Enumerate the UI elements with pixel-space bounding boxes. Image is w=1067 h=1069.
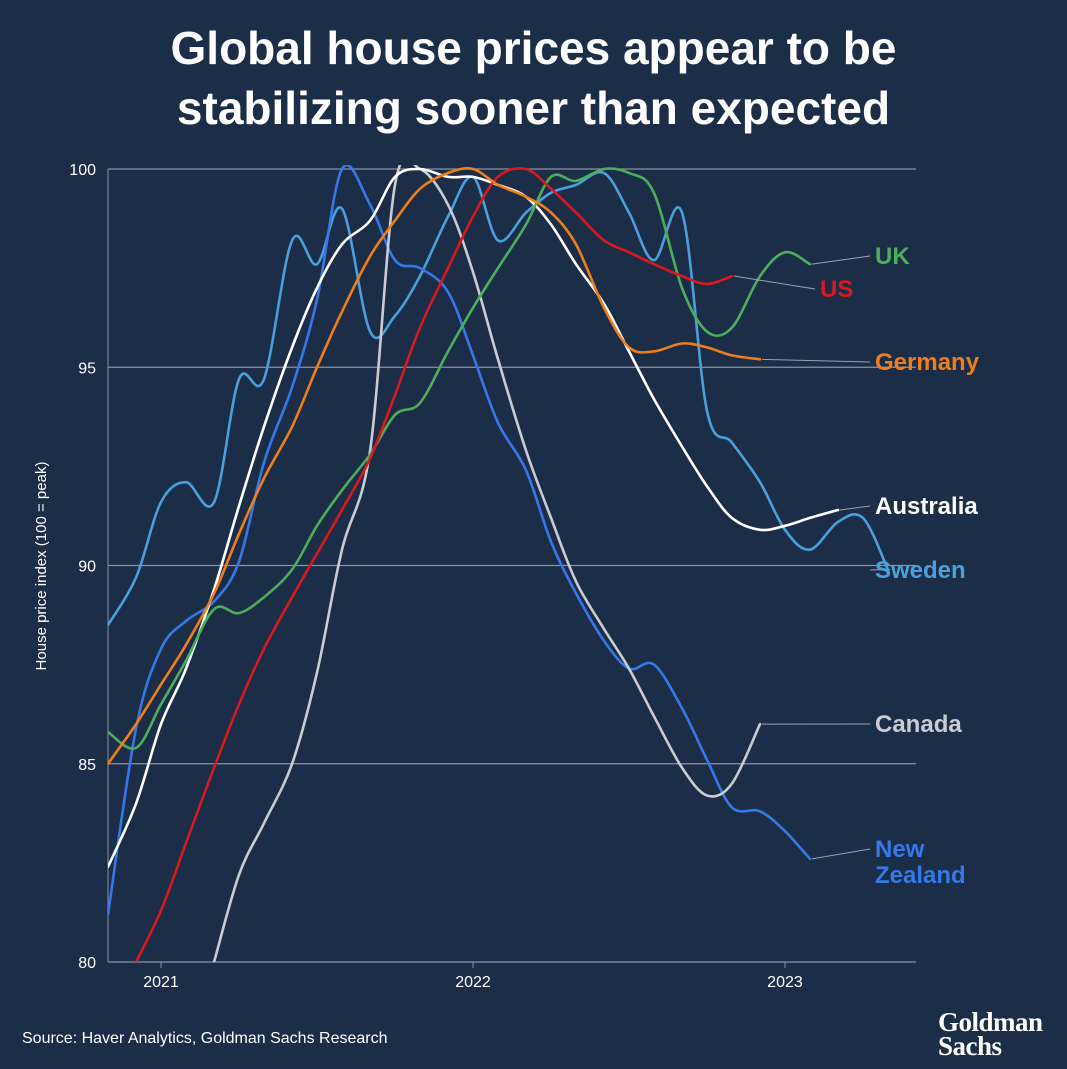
label-leader-line (733, 275, 816, 290)
y-axis-label: House price index (100 = peak) (33, 462, 50, 671)
series-line-new-zealand (108, 165, 812, 916)
series-label-uk: UK (875, 243, 910, 270)
y-tick-label: 90 (78, 559, 96, 576)
series-line-sweden (108, 170, 890, 627)
label-leader-line (811, 848, 871, 860)
label-leader-line (811, 255, 871, 265)
series-line-australia (108, 167, 840, 869)
axes: House price index (100 = peak) (33, 169, 109, 962)
series-label-sweden: Sweden (875, 557, 966, 584)
series-line-canada (212, 165, 762, 962)
y-tick-label: 95 (78, 360, 96, 377)
series-label-us: US (820, 276, 853, 303)
series-lines (108, 165, 890, 962)
series-label-canada: Canada (875, 711, 962, 738)
x-tick-label: 2022 (455, 974, 491, 991)
series-line-uk (108, 167, 812, 750)
logo-line1: Goldman (938, 1007, 1043, 1037)
x-tick-label: 2021 (143, 974, 179, 991)
label-leader-line (839, 505, 871, 511)
y-tick-label: 100 (69, 162, 96, 179)
x-tick-labels: 2021 2022 2023 (143, 962, 803, 991)
chart-title: Global house prices appear to be stabili… (0, 18, 1067, 138)
chart-title-line2: stabilizing sooner than expected (176, 82, 891, 134)
gridlines (108, 168, 916, 963)
series-label-australia: Australia (875, 493, 978, 520)
y-tick-label: 85 (78, 757, 96, 774)
label-leader-line (869, 568, 890, 571)
series-line-germany (108, 167, 762, 766)
label-leader-line (762, 358, 871, 363)
y-tick-label: 80 (78, 955, 96, 972)
series-label-germany: Germany (875, 349, 980, 376)
series-line-us (134, 166, 734, 962)
chart-title-line1: Global house prices appear to be (170, 22, 897, 74)
series-label-new-zealand: New Zealand (875, 836, 966, 889)
logo-line2: Sachs (938, 1031, 1002, 1061)
source-note: Source: Haver Analytics, Goldman Sachs R… (22, 1030, 388, 1047)
x-tick-label: 2023 (767, 974, 803, 991)
y-tick-labels: 80 85 90 95 100 (69, 162, 96, 972)
series-labels: Sweden New Zealand Canada Australia UK US Germa… (733, 243, 980, 889)
goldman-sachs-logo: Goldman Sachs (938, 1007, 1043, 1061)
